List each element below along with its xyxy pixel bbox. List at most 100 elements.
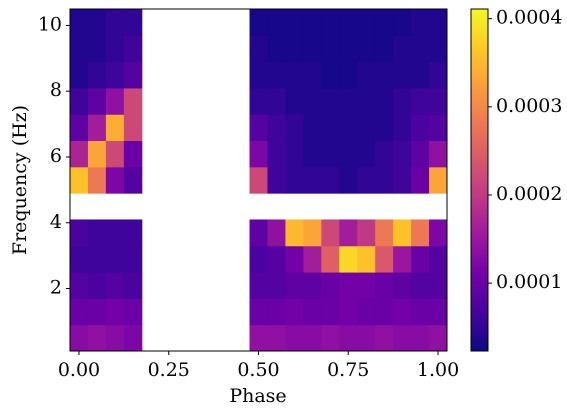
x-tick-label: 0.25: [148, 359, 190, 381]
heatmap-cell: [411, 140, 430, 168]
heatmap-cell: [303, 61, 322, 89]
heatmap-cell: [357, 219, 376, 247]
heatmap-cell: [429, 245, 448, 273]
heatmap-cell: [339, 219, 358, 247]
heatmap-cell: [123, 219, 143, 247]
heatmap-cell: [429, 140, 448, 168]
heatmap-cell: [267, 272, 286, 299]
heatmap-cell: [393, 9, 412, 36]
heatmap-cell: [357, 245, 376, 273]
heatmap-cell: [429, 324, 448, 352]
heatmap-cell: [285, 9, 304, 36]
heatmap-cell: [105, 61, 125, 89]
heatmap-cell: [429, 298, 448, 326]
heatmap-cell: [303, 35, 322, 63]
heatmap-cell: [321, 87, 340, 115]
heatmap-cell: [357, 87, 376, 115]
heatmap-cell: [375, 166, 394, 194]
heatmap-cell: [303, 9, 322, 36]
heatmap-cell: [339, 114, 358, 142]
heatmap-cell: [321, 166, 340, 194]
heatmap-cell: [123, 272, 143, 299]
heatmap-cell: [123, 324, 143, 352]
colorbar-tick-label: 0.0003: [496, 95, 562, 117]
heatmap-cell: [375, 114, 394, 142]
heatmap-cell: [339, 140, 358, 168]
heatmap-cell: [249, 9, 268, 36]
heatmap-cell: [70, 245, 89, 273]
heatmap-cell: [339, 35, 358, 63]
heatmap-cell: [303, 324, 322, 352]
heatmap-cell: [285, 35, 304, 63]
heatmap-cell: [70, 87, 89, 115]
heatmap-cell: [375, 298, 394, 326]
heatmap-cell: [303, 87, 322, 115]
heatmap-cell: [411, 324, 430, 352]
heatmap-cell: [375, 61, 394, 89]
heatmap-cell: [357, 324, 376, 352]
heatmap-cell: [411, 166, 430, 194]
heatmap-cell: [285, 61, 304, 89]
heatmap-cell: [267, 298, 286, 326]
heatmap-cell: [105, 140, 125, 168]
heatmap-cell: [70, 298, 89, 326]
heatmap-cell: [411, 9, 430, 36]
heatmap-cell: [70, 272, 89, 299]
heatmap-cell: [393, 245, 412, 273]
heatmap-cell: [267, 9, 286, 36]
heatmap-cell: [285, 219, 304, 247]
heatmap-cell: [357, 61, 376, 89]
heatmap-cell: [87, 298, 107, 326]
heatmap-cell: [267, 61, 286, 89]
heatmap-cell: [249, 219, 268, 247]
heatmap-cell: [285, 114, 304, 142]
heatmap-cell: [105, 298, 125, 326]
heatmap-cell: [123, 245, 143, 273]
heatmap-cell: [267, 245, 286, 273]
heatmap-cell: [339, 324, 358, 352]
heatmap-cell: [393, 140, 412, 168]
colorbar-tick-label: 0.0001: [496, 271, 562, 293]
heatmap-cell: [411, 272, 430, 299]
heatmap-cell: [70, 219, 89, 247]
heatmap-cell: [249, 245, 268, 273]
heatmap-cell: [105, 219, 125, 247]
heatmap-cell: [249, 35, 268, 63]
heatmap-cell: [105, 114, 125, 142]
heatmap-cell: [429, 87, 448, 115]
heatmap-cell: [393, 272, 412, 299]
heatmap-cell: [70, 324, 89, 352]
heatmap-cell: [285, 140, 304, 168]
heatmap-cell: [105, 87, 125, 115]
heatmap-cell: [375, 35, 394, 63]
heatmap-cell: [285, 166, 304, 194]
heatmap-cell: [357, 35, 376, 63]
heatmap-cell: [285, 324, 304, 352]
heatmap-cell: [411, 245, 430, 273]
heatmap-cell: [375, 9, 394, 36]
heatmap-cell: [105, 9, 125, 36]
heatmap-cell: [267, 140, 286, 168]
heatmap-cell: [357, 166, 376, 194]
heatmap-cell: [87, 140, 107, 168]
heatmap-cell: [303, 272, 322, 299]
x-tick-label: 0.50: [237, 359, 279, 381]
heatmap-cell: [375, 272, 394, 299]
heatmap-cell: [393, 324, 412, 352]
heatmap-cell: [321, 219, 340, 247]
heatmap-cell: [411, 87, 430, 115]
heatmap-cell: [411, 298, 430, 326]
heatmap-cell: [123, 9, 143, 36]
heatmap-cell: [303, 298, 322, 326]
heatmap-cell: [393, 298, 412, 326]
heatmap-cell: [429, 35, 448, 63]
heatmap-cell: [411, 35, 430, 63]
y-tick-label: 2: [50, 277, 62, 299]
x-axis-label: Phase: [229, 385, 286, 407]
heatmap-cell: [87, 219, 107, 247]
heatmap-cell: [357, 9, 376, 36]
heatmap-cell: [429, 166, 448, 194]
heatmap-cell: [339, 298, 358, 326]
heatmap: [70, 9, 448, 352]
